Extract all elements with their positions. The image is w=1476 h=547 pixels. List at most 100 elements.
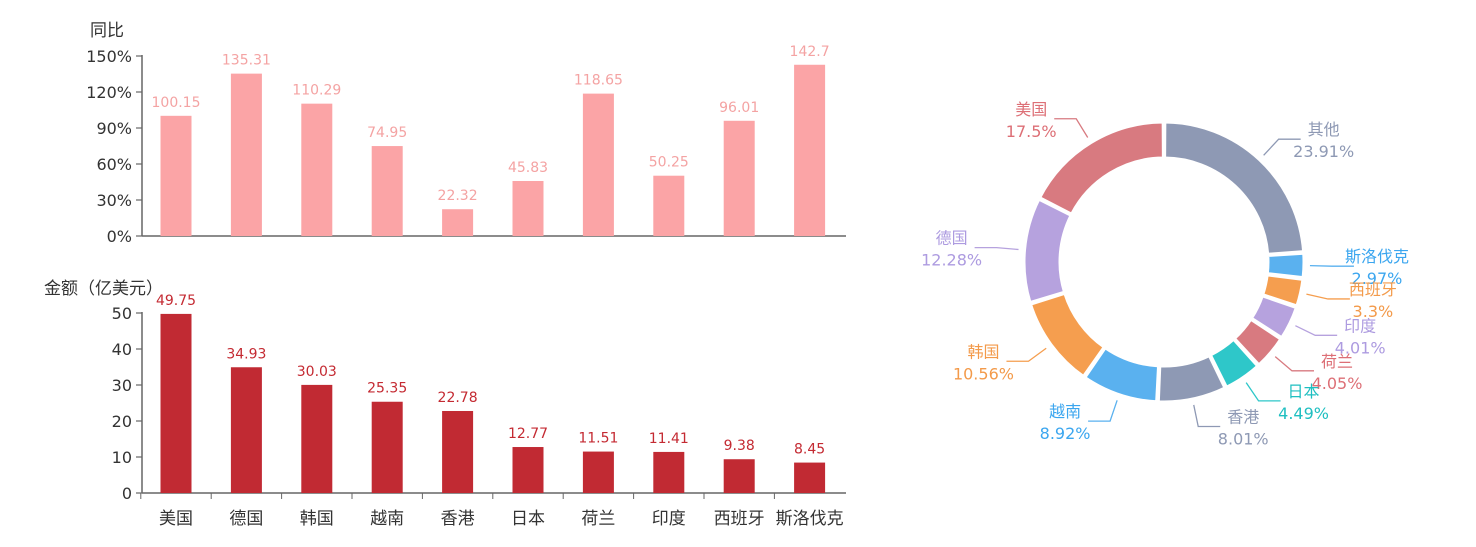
bar [653, 175, 685, 236]
donut-leader-line [1274, 356, 1314, 372]
y-tick-label: 40 [112, 340, 132, 359]
donut-leader-line [1054, 118, 1089, 138]
bar-value-label: 49.75 [156, 293, 196, 309]
bar-value-label: 118.65 [574, 73, 623, 89]
y-tick-label: 60% [96, 155, 132, 174]
bar-value-label: 96.01 [719, 100, 759, 116]
donut-leader-line [1295, 325, 1338, 336]
donut-leader-line [1306, 293, 1350, 300]
bar-value-label: 30.03 [297, 364, 337, 380]
donut-slice-name: 越南 [1049, 402, 1081, 421]
donut-leader-line [974, 247, 1019, 251]
y-tick-label: 20 [112, 412, 132, 431]
bar [230, 73, 262, 237]
category-label: 德国 [229, 509, 263, 529]
donut-slice-name: 韩国 [967, 342, 999, 361]
amount-bars: 49.75 34.93 30.03 25.35 22.78 12.77 11.51 11.41… [156, 293, 825, 493]
bar-value-label: 100.15 [152, 95, 201, 111]
y-tick-label: 150% [86, 47, 132, 66]
y-tick-label: 10 [112, 448, 132, 467]
donut-slice-name: 德国 [936, 229, 968, 248]
bar [723, 459, 755, 493]
bar [442, 410, 474, 493]
yoy-bars: 100.15 135.31 110.29 74.95 22.32 45.83 118.65 5… [152, 44, 830, 237]
category-label: 美国 [159, 509, 193, 529]
category-label: 西班牙 [714, 509, 765, 529]
donut-slice [1022, 197, 1074, 305]
donut-slice-name: 斯洛伐克 [1345, 247, 1409, 266]
bar-value-label: 11.41 [649, 431, 689, 447]
y-tick-label: 30 [112, 376, 132, 395]
bar [160, 115, 192, 236]
bar-value-label: 22.32 [438, 188, 478, 204]
y-tick-label: 30% [96, 191, 132, 210]
donut-slice-percent: 23.91% [1293, 142, 1354, 161]
bar-value-label: 45.83 [508, 160, 548, 176]
bar [582, 451, 614, 493]
donut-leader-line [1006, 347, 1047, 362]
bar-value-label: 22.78 [438, 390, 478, 406]
bar [512, 447, 544, 493]
bar [442, 209, 474, 236]
donut-slice-name: 香港 [1227, 407, 1259, 426]
bar-value-label: 11.51 [578, 431, 618, 447]
donut-slice-name: 印度 [1344, 316, 1376, 335]
category-axis: 美国 德国 韩国 越南 香港 日本 荷兰 印度 西班牙 斯洛伐克 [140, 493, 844, 529]
bar-value-label: 142.7 [790, 44, 830, 60]
donut-slice-name: 西班牙 [1349, 280, 1397, 299]
bar [512, 181, 544, 236]
donut-slice-percent: 17.5% [1006, 122, 1057, 141]
donut-slice-name: 日本 [1288, 382, 1320, 401]
bar [794, 462, 826, 493]
donut-slice [1037, 120, 1165, 217]
amount-axis-label: 金额（亿美元） [44, 279, 163, 299]
category-label: 印度 [652, 509, 686, 529]
bar-value-label: 110.29 [292, 83, 341, 99]
donut-slice-percent: 8.92% [1040, 424, 1091, 443]
donut-slice-percent: 4.05% [1312, 374, 1363, 393]
bar [371, 146, 403, 236]
donut-leader-line [1245, 382, 1281, 402]
category-label: 日本 [511, 509, 545, 529]
category-label: 香港 [441, 509, 475, 529]
donut-slice-percent: 8.01% [1218, 429, 1269, 448]
donut-slice-name: 其他 [1308, 120, 1340, 139]
donut-slice-percent: 12.28% [921, 251, 982, 270]
bar-value-label: 9.38 [724, 438, 755, 454]
donut-slice [1163, 120, 1306, 256]
bar [653, 451, 685, 493]
donut-slice-percent: 3.3% [1353, 302, 1394, 321]
donut-leader-line [1193, 404, 1221, 428]
donut-slice-percent: 4.01% [1335, 338, 1386, 357]
donut-slice-name: 荷兰 [1321, 352, 1353, 371]
donut-slice [1265, 251, 1306, 280]
bar-value-label: 135.31 [222, 53, 271, 69]
bar-value-label: 8.45 [794, 442, 825, 458]
yoy-axis-label: 同比 [90, 21, 124, 41]
donut-leader-line [1263, 138, 1301, 156]
donut-leader-line [1088, 400, 1118, 422]
bar [230, 367, 262, 493]
donut-slice-percent: 2.97% [1352, 269, 1403, 288]
donut-slice-percent: 10.56% [953, 364, 1014, 383]
amount-bar-chart: 金额（亿美元） 0 10 20 30 40 50 49.75 34.93 30.03 25.35… [44, 279, 846, 529]
donut-leader-line [1309, 264, 1354, 267]
share-donut-chart: 其他 23.91% 斯洛伐克 2.97%西班牙 3.3%印度 4.01%荷兰 4.05%日本… [921, 100, 1409, 449]
y-tick-label: 50 [112, 304, 132, 323]
bar-value-label: 50.25 [649, 155, 689, 171]
y-tick-label: 0 [122, 484, 132, 503]
category-label: 韩国 [300, 509, 334, 529]
donut-slice [1028, 291, 1107, 379]
bar-value-label: 74.95 [367, 125, 407, 141]
category-label: 荷兰 [581, 509, 615, 529]
bar [301, 103, 333, 236]
y-tick-label: 90% [96, 119, 132, 138]
bar [794, 64, 826, 236]
bar [723, 120, 755, 236]
bar-value-label: 25.35 [367, 381, 407, 397]
amount-y-axis: 0 10 20 30 40 50 [112, 304, 846, 503]
bar [371, 401, 403, 493]
category-label: 斯洛伐克 [776, 509, 844, 529]
